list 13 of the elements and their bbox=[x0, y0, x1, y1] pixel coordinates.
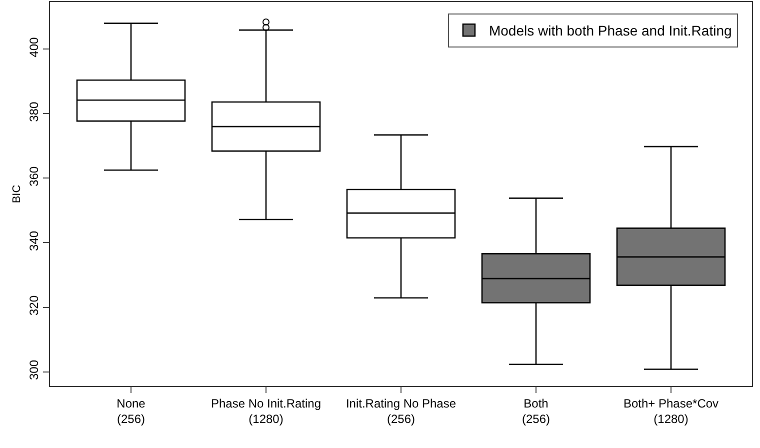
legend-label: Models with both Phase and Init.Rating bbox=[488, 22, 732, 39]
x-tick-label: Both (256) bbox=[522, 396, 550, 426]
y-tick-label: 340 bbox=[27, 230, 42, 251]
y-tick-label: 380 bbox=[27, 102, 42, 122]
y-tick-label: 400 bbox=[27, 36, 42, 58]
y-tick-label: 360 bbox=[27, 166, 42, 186]
y-axis-title: BIC bbox=[10, 184, 23, 204]
y-tick-label: 320 bbox=[27, 295, 42, 316]
x-tick-label: Phase No Init.Rating (1280) bbox=[210, 396, 322, 426]
x-tick-label: Both+ Phase*Cov (1280) bbox=[623, 396, 719, 426]
y-tick-label: 300 bbox=[27, 360, 42, 380]
x-tick-label: Init.Rating No Phase (256) bbox=[346, 396, 456, 426]
x-tick-label: None (256) bbox=[116, 396, 146, 426]
